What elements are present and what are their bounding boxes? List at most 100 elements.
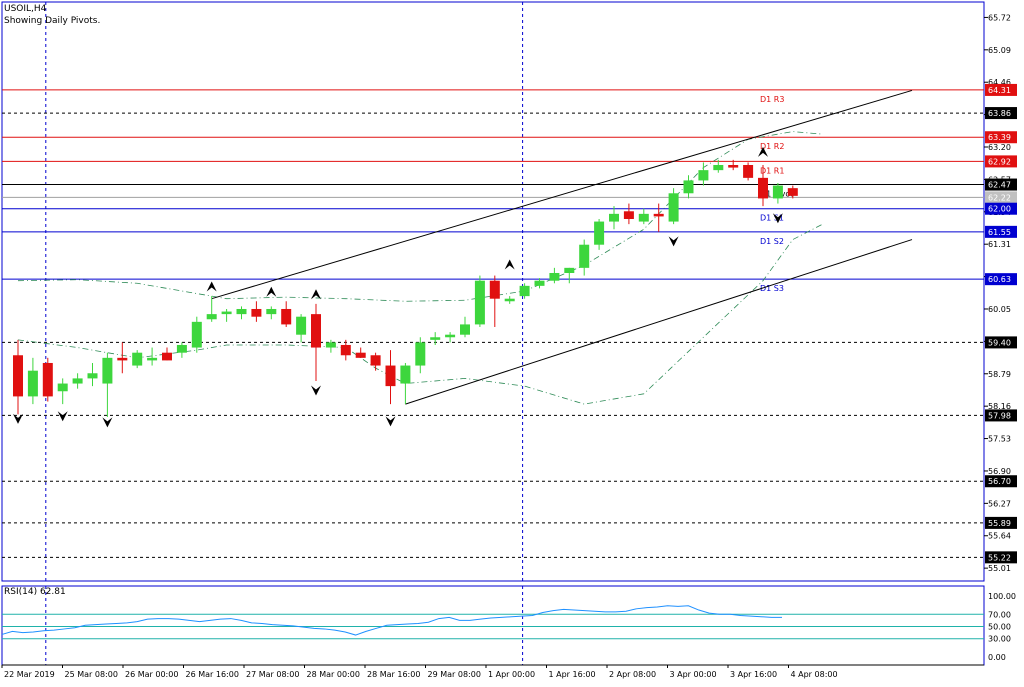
bear-candle [743, 165, 754, 178]
price-axis-box [985, 191, 1017, 204]
price-axis-box [985, 107, 1017, 120]
pivot-label: D1 R3 [760, 95, 784, 104]
bull-candle [638, 213, 649, 222]
price-axis-box [985, 178, 1017, 191]
price-axis-box [985, 83, 1017, 96]
fractal-down-icon [102, 417, 113, 428]
price-axis-box [985, 202, 1017, 215]
price-axis-box-label: 61.55 [988, 228, 1011, 237]
price-axis-box [985, 475, 1017, 488]
time-axis-label: 26 Mar 16:00 [186, 670, 239, 679]
bull-candle [415, 342, 426, 366]
bear-candle [42, 362, 53, 397]
price-tick-label: 61.31 [988, 240, 1011, 249]
time-axis-label: 1 Apr 00:00 [488, 670, 535, 679]
bull-candle [176, 344, 187, 353]
pivot-label: D1 R2 [760, 142, 784, 151]
price-axis-box-label: 57.98 [988, 411, 1011, 420]
bear-candle [370, 355, 381, 366]
fractal-up-icon [504, 259, 515, 270]
bull-candle [504, 298, 515, 302]
bull-candle [668, 193, 679, 222]
price-axis-box-label: 56.70 [988, 477, 1011, 486]
bull-candle [221, 311, 232, 315]
time-axis-label: 28 Mar 00:00 [307, 670, 360, 679]
bull-candle [534, 280, 545, 286]
bull-candle [206, 314, 217, 320]
bear-candle [489, 280, 500, 299]
rsi-axis-label: 100.00 [988, 592, 1016, 601]
indicator-caption: Showing Daily Pivots. [4, 16, 101, 26]
envelope-lower [17, 223, 823, 405]
fractal-down-icon [385, 416, 396, 427]
bull-candle [87, 373, 98, 379]
price-tick-label: 60.05 [988, 305, 1011, 314]
rsi-title: RSI(14) 62.81 [4, 587, 66, 597]
price-axis-box-label: 62.00 [988, 205, 1011, 214]
envelope-upper [17, 131, 823, 302]
fractal-down-icon [772, 213, 783, 224]
pivot-label: D1 R1 [760, 166, 784, 175]
rsi-axis-label: 30.00 [988, 635, 1011, 644]
bull-candle [713, 165, 724, 171]
bull-candle [474, 280, 485, 325]
bull-candle [594, 221, 605, 245]
fractal-up-icon [206, 281, 217, 292]
fractal-down-icon [311, 385, 321, 396]
bull-candle [132, 352, 143, 366]
price-axis-box [985, 516, 1017, 529]
time-axis-label: 22 Mar 2019 [4, 670, 55, 679]
trend-line-lower [405, 239, 913, 405]
time-axis-label: 3 Apr 00:00 [670, 670, 717, 679]
price-axis-box-label: 55.89 [988, 519, 1011, 528]
price-tick-label: 65.72 [988, 13, 1011, 22]
bull-candle [296, 316, 307, 335]
price-axis-box-label: 63.39 [988, 133, 1011, 142]
bear-candle [251, 308, 262, 317]
price-tick-label: 55.01 [988, 564, 1011, 573]
price-tick-label: 55.64 [988, 532, 1011, 541]
bull-candle [400, 365, 411, 384]
price-axis-box [985, 336, 1017, 349]
price-tick-label: 58.79 [988, 370, 1011, 379]
symbol-timeframe-label: USOIL,H4 [4, 4, 47, 14]
price-axis-box-label: 59.40 [988, 338, 1011, 347]
price-tick-label: 64.46 [988, 78, 1011, 87]
price-tick-label: 56.27 [988, 499, 1011, 508]
price-axis-box [985, 155, 1017, 168]
bull-candle [683, 180, 694, 194]
fractal-down-icon [13, 413, 23, 424]
price-axis-box [985, 409, 1017, 422]
price-axis-box-label: 62.47 [988, 181, 1011, 190]
time-axis-label: 27 Mar 08:00 [246, 670, 299, 679]
price-axis-box [985, 131, 1017, 144]
rsi-axis-label: 50.00 [988, 623, 1011, 632]
fractal-up-icon [311, 289, 321, 300]
price-axis-box-label: 62.22 [988, 193, 1011, 202]
bull-candle [191, 321, 202, 348]
price-tick-label: 63.20 [988, 143, 1011, 152]
bull-candle [772, 185, 783, 199]
time-axis-label: 4 Apr 08:00 [791, 670, 838, 679]
time-axis-label: 25 Mar 08:00 [65, 670, 118, 679]
fractal-down-icon [668, 236, 679, 247]
pivot-label: D1 S2 [760, 237, 784, 246]
bull-candle [147, 357, 158, 361]
price-axis-box-label: 55.22 [988, 553, 1011, 562]
bear-candle [355, 352, 366, 358]
bear-candle [653, 213, 664, 217]
bear-candle [758, 177, 768, 199]
fractal-down-icon [57, 411, 68, 422]
fractal-up-icon [266, 286, 277, 297]
price-tick-label: 58.16 [988, 402, 1011, 411]
pivot-label: D1 S3 [760, 284, 784, 293]
price-axis-box [985, 551, 1017, 564]
bear-candle [787, 188, 798, 196]
bear-candle [117, 357, 128, 361]
bull-candle [430, 337, 441, 340]
pivot-label: D1 S1 [760, 214, 784, 223]
price-axis-box-label: 64.31 [988, 86, 1011, 95]
price-tick-label: 56.90 [988, 467, 1011, 476]
